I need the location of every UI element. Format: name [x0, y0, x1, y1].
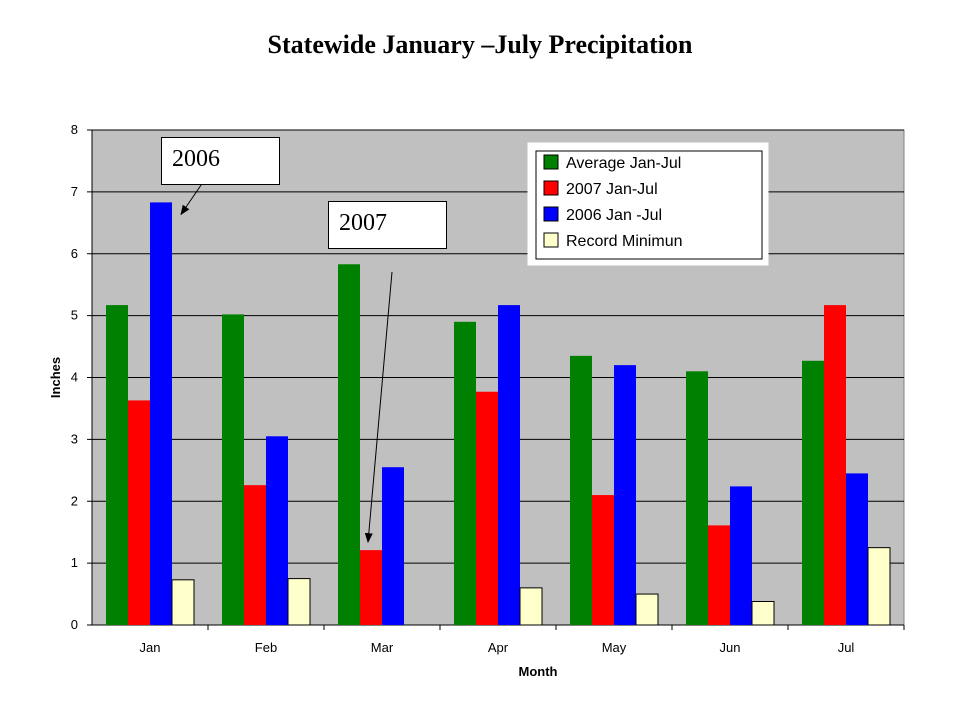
- legend-label: 2007 Jan-Jul: [566, 181, 658, 198]
- bar-may-series-3: [635, 593, 659, 626]
- y-tick-label: 7: [71, 184, 78, 199]
- bar-feb-series-0: [222, 314, 244, 625]
- legend-swatch: [543, 232, 559, 248]
- legend-swatch: [543, 206, 559, 222]
- bar-jun-series-0: [686, 371, 708, 625]
- x-tick-label: Feb: [255, 640, 277, 655]
- legend: [535, 150, 763, 260]
- bar-jan-series-0: [106, 305, 128, 625]
- bar-mar-series-1: [360, 550, 382, 625]
- x-tick-label: Jun: [720, 640, 741, 655]
- legend-swatch: [543, 180, 559, 196]
- bar-apr-series-1: [476, 391, 498, 625]
- bar-feb-series-2: [266, 436, 288, 625]
- bar-may-series-1: [592, 495, 614, 625]
- bar-feb-series-1: [244, 485, 266, 625]
- bar-jul-series-1: [824, 305, 846, 625]
- legend-label: Record Minimun: [566, 233, 682, 250]
- bar-jan-series-2: [150, 202, 172, 626]
- bar-jun-series-2: [730, 486, 752, 625]
- bar-apr-series-2: [498, 305, 520, 625]
- x-tick-label: Jan: [140, 640, 161, 655]
- y-tick-label: 1: [71, 555, 78, 570]
- bar-jul-series-2: [846, 473, 868, 625]
- bar-jan-series-3: [171, 579, 195, 626]
- y-tick-label: 3: [71, 431, 78, 446]
- bar-may-series-0: [570, 355, 592, 625]
- bar-apr-series-0: [454, 321, 476, 625]
- y-tick-label: 8: [71, 122, 78, 137]
- y-tick-label: 0: [71, 617, 78, 632]
- y-tick-label: 4: [71, 370, 78, 385]
- x-tick-label: Jul: [838, 640, 855, 655]
- x-tick-label: May: [602, 640, 627, 655]
- annotation-2007: 2007: [328, 201, 447, 249]
- y-tick-label: 2: [71, 493, 78, 508]
- x-tick-label: Mar: [371, 640, 394, 655]
- bar-mar-series-0: [338, 264, 360, 625]
- y-axis-title: Inches: [48, 357, 63, 398]
- bar-jan-series-1: [128, 400, 150, 625]
- x-axis-title: Month: [519, 664, 558, 679]
- bar-jul-series-3: [867, 547, 891, 626]
- annotation-2006: 2006: [161, 137, 280, 185]
- bar-jun-series-1: [708, 525, 730, 625]
- bar-apr-series-3: [519, 587, 543, 626]
- x-tick-label: Apr: [488, 640, 509, 655]
- chart-title: Statewide January –July Precipitation: [267, 30, 693, 59]
- annotation-arrow-2007: [364, 271, 393, 544]
- bar-jul-series-0: [802, 360, 824, 625]
- bar-feb-series-3: [287, 578, 311, 626]
- legend-swatch: [543, 154, 559, 170]
- y-tick-label: 6: [71, 246, 78, 261]
- bar-jun-series-3: [751, 600, 775, 626]
- y-tick-label: 5: [71, 308, 78, 323]
- legend-label: 2006 Jan -Jul: [566, 207, 662, 224]
- legend-label: Average Jan-Jul: [566, 155, 681, 172]
- bar-mar-series-2: [382, 467, 404, 625]
- bar-may-series-2: [614, 365, 636, 625]
